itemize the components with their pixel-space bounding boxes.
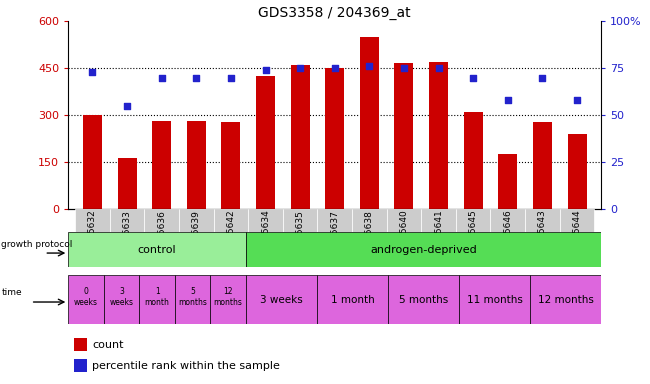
Text: 3 weeks: 3 weeks [260, 295, 303, 305]
Point [364, 63, 374, 70]
Bar [246, 275, 317, 324]
Point [502, 97, 513, 103]
Text: GSM215639: GSM215639 [192, 210, 201, 265]
Point [468, 74, 478, 81]
Bar [139, 275, 175, 324]
Bar [317, 209, 352, 232]
Text: count: count [92, 339, 124, 350]
Text: GSM215644: GSM215644 [573, 210, 582, 264]
Text: 12
months: 12 months [214, 287, 242, 307]
Point [191, 74, 202, 81]
Bar [325, 68, 344, 209]
Text: growth protocol: growth protocol [1, 240, 73, 249]
Bar [214, 209, 248, 232]
Point [537, 74, 547, 81]
Point [434, 65, 444, 71]
Point [572, 97, 582, 103]
Bar [533, 122, 552, 209]
Bar [175, 275, 211, 324]
Point [87, 69, 98, 75]
Bar [360, 37, 379, 209]
Text: 5 months: 5 months [399, 295, 448, 305]
Text: GSM215641: GSM215641 [434, 210, 443, 265]
Text: 12 months: 12 months [538, 295, 593, 305]
Text: GSM215637: GSM215637 [330, 210, 339, 265]
Text: time: time [1, 288, 22, 296]
Bar [429, 62, 448, 209]
Text: androgen-deprived: androgen-deprived [370, 245, 477, 255]
Text: 0
weeks: 0 weeks [74, 287, 98, 307]
Bar [222, 122, 240, 209]
Text: GSM215632: GSM215632 [88, 210, 97, 265]
Text: 11 months: 11 months [467, 295, 523, 305]
Bar [291, 65, 309, 209]
Text: control: control [138, 245, 176, 255]
Text: GSM215635: GSM215635 [296, 210, 305, 265]
Bar [83, 115, 102, 209]
Point [122, 103, 133, 109]
Bar [246, 232, 601, 267]
Text: GSM215638: GSM215638 [365, 210, 374, 265]
Bar [73, 359, 87, 372]
Bar [73, 338, 87, 351]
Bar [499, 154, 517, 209]
Text: GSM215646: GSM215646 [503, 210, 512, 265]
Bar [68, 275, 104, 324]
Point [261, 67, 271, 73]
Text: 3
weeks: 3 weeks [110, 287, 133, 307]
Bar [283, 209, 317, 232]
Bar [395, 63, 413, 209]
Bar [118, 157, 136, 209]
Bar [187, 121, 206, 209]
Point [398, 65, 409, 71]
Bar [248, 209, 283, 232]
Point [330, 65, 340, 71]
Bar [387, 209, 421, 232]
Text: percentile rank within the sample: percentile rank within the sample [92, 361, 280, 371]
Text: GSM215636: GSM215636 [157, 210, 166, 265]
Bar [68, 232, 246, 267]
Bar [152, 121, 171, 209]
Bar [421, 209, 456, 232]
Bar [560, 209, 594, 232]
Text: GSM215640: GSM215640 [400, 210, 408, 265]
Bar [463, 112, 483, 209]
Bar [491, 209, 525, 232]
Bar [110, 209, 144, 232]
Text: 5
months: 5 months [178, 287, 207, 307]
Text: GSM215645: GSM215645 [469, 210, 478, 265]
Bar [456, 209, 491, 232]
Text: GSM215633: GSM215633 [123, 210, 131, 265]
Text: GSM215634: GSM215634 [261, 210, 270, 265]
Bar [530, 275, 601, 324]
Title: GDS3358 / 204369_at: GDS3358 / 204369_at [259, 6, 411, 20]
Text: 1
month: 1 month [145, 287, 170, 307]
Bar [144, 209, 179, 232]
Bar [388, 275, 459, 324]
Bar [525, 209, 560, 232]
Bar [256, 76, 275, 209]
Bar [352, 209, 387, 232]
Point [295, 65, 306, 71]
Point [157, 74, 167, 81]
Point [226, 74, 236, 81]
Bar [567, 134, 586, 209]
Bar [459, 275, 530, 324]
Text: GSM215642: GSM215642 [226, 210, 235, 264]
Text: 1 month: 1 month [331, 295, 374, 305]
Text: GSM215643: GSM215643 [538, 210, 547, 265]
Bar [104, 275, 139, 324]
Bar [317, 275, 388, 324]
Bar [211, 275, 246, 324]
Bar [75, 209, 110, 232]
Bar [179, 209, 214, 232]
